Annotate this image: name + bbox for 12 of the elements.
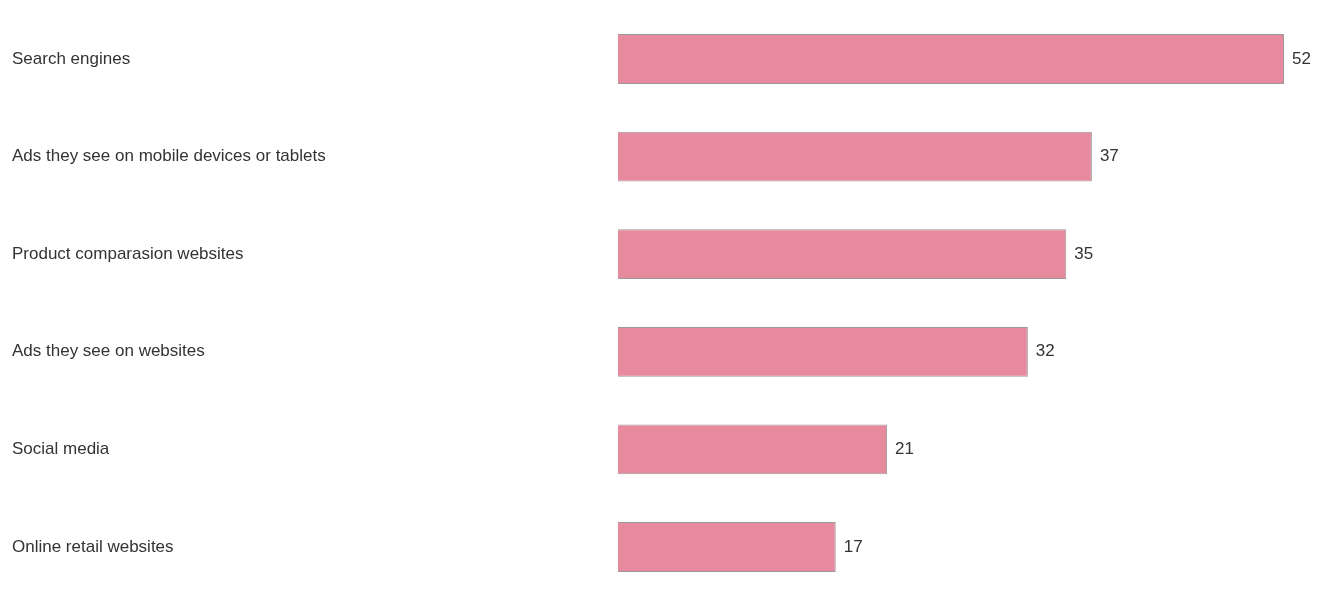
y-tick-label: Product comparasion websites <box>12 243 244 263</box>
data-label: 37 <box>1099 146 1119 166</box>
data-label: 21 <box>894 439 914 459</box>
data-label: 35 <box>1074 243 1094 263</box>
y-tick-label: Ads they see on mobile devices or tablets <box>12 146 326 166</box>
y-tick-label: Search engines <box>12 48 131 68</box>
data-label: 17 <box>843 536 863 556</box>
y-tick-label: Ads they see on websites <box>12 341 205 361</box>
data-label: 32 <box>1035 341 1055 361</box>
data-label: 52 <box>1292 48 1311 68</box>
y-tick-label: Social media <box>12 439 110 459</box>
y-tick-label: Online retail websites <box>12 536 174 556</box>
